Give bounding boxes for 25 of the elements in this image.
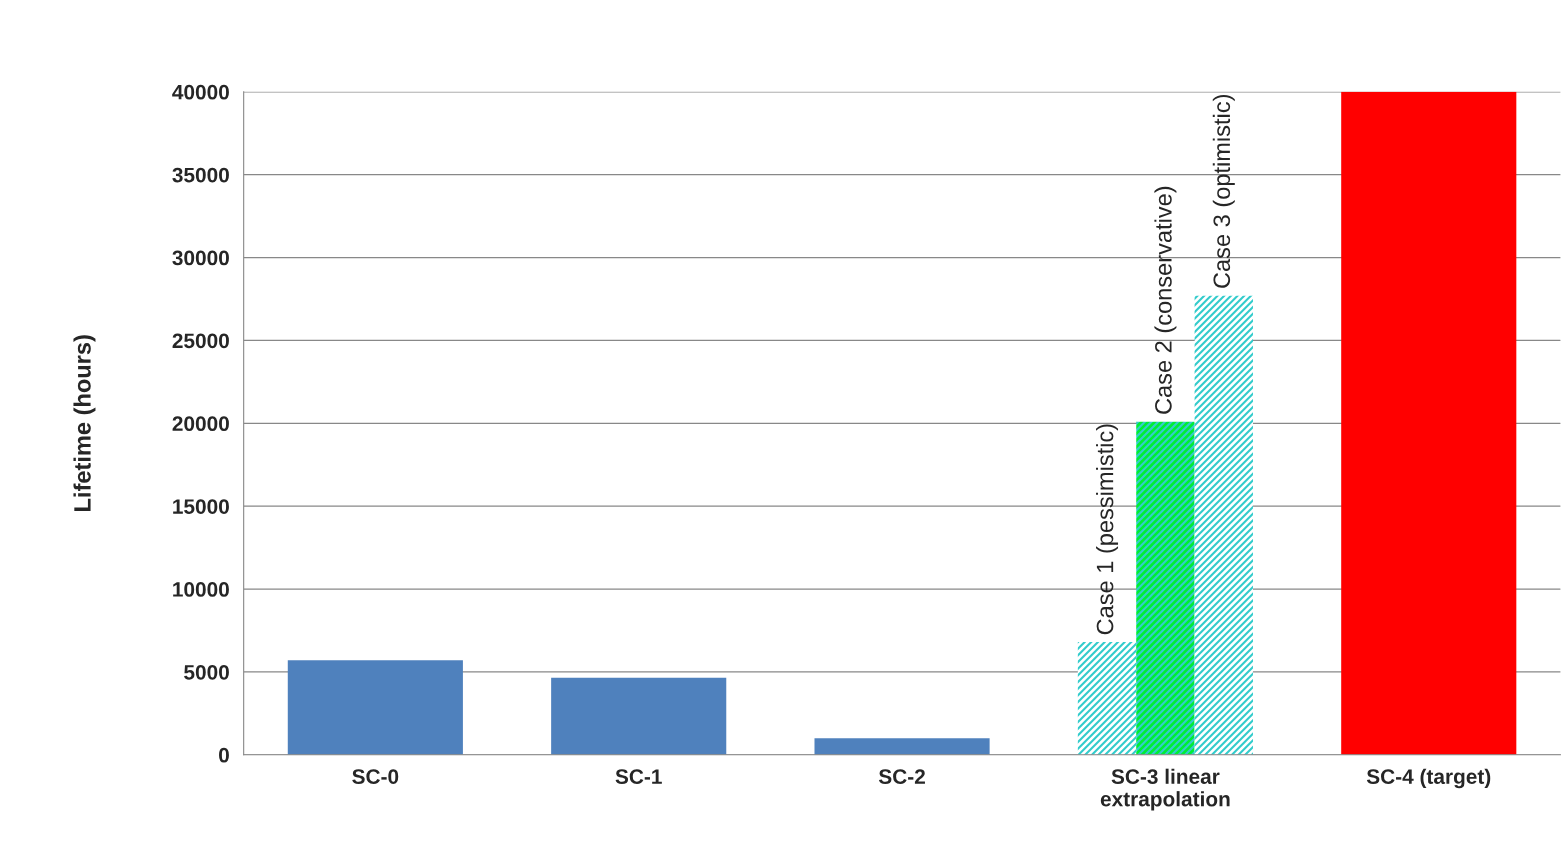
bar [287,660,463,755]
y-tick-label: 20000 [172,416,229,432]
bar [1194,295,1253,755]
y-axis-title: Lifetime (hours) [73,335,96,511]
bar [1136,421,1195,755]
y-tick-label: 40000 [172,84,229,100]
bar [551,677,727,755]
text: Case 1 (pessimistic) [1096,424,1119,635]
y-tick-label: 35000 [172,167,229,183]
y-tick-label: 15000 [173,499,229,514]
x-tick-label: SC-1 [615,769,662,784]
bar [1341,91,1517,755]
x-tick-label: SC-3 linear extrapolation [1100,768,1230,811]
x-tick-label: SC-2 [878,769,925,784]
y-tick-label: 25000 [172,333,229,349]
y-tick-label: 5000 [184,664,229,680]
text: Case 2 (conservative) [1154,186,1177,414]
bar [814,738,990,755]
y-tick-label: 10000 [173,582,229,597]
text: Case 3 (optimistic) [1212,95,1235,288]
bar [1077,642,1137,755]
y-tick-label: 0 [219,747,229,763]
x-tick-label: SC-0 [352,769,399,784]
x-tick-label: SC-4 (target) [1366,768,1491,789]
y-tick-label: 30000 [172,250,229,266]
